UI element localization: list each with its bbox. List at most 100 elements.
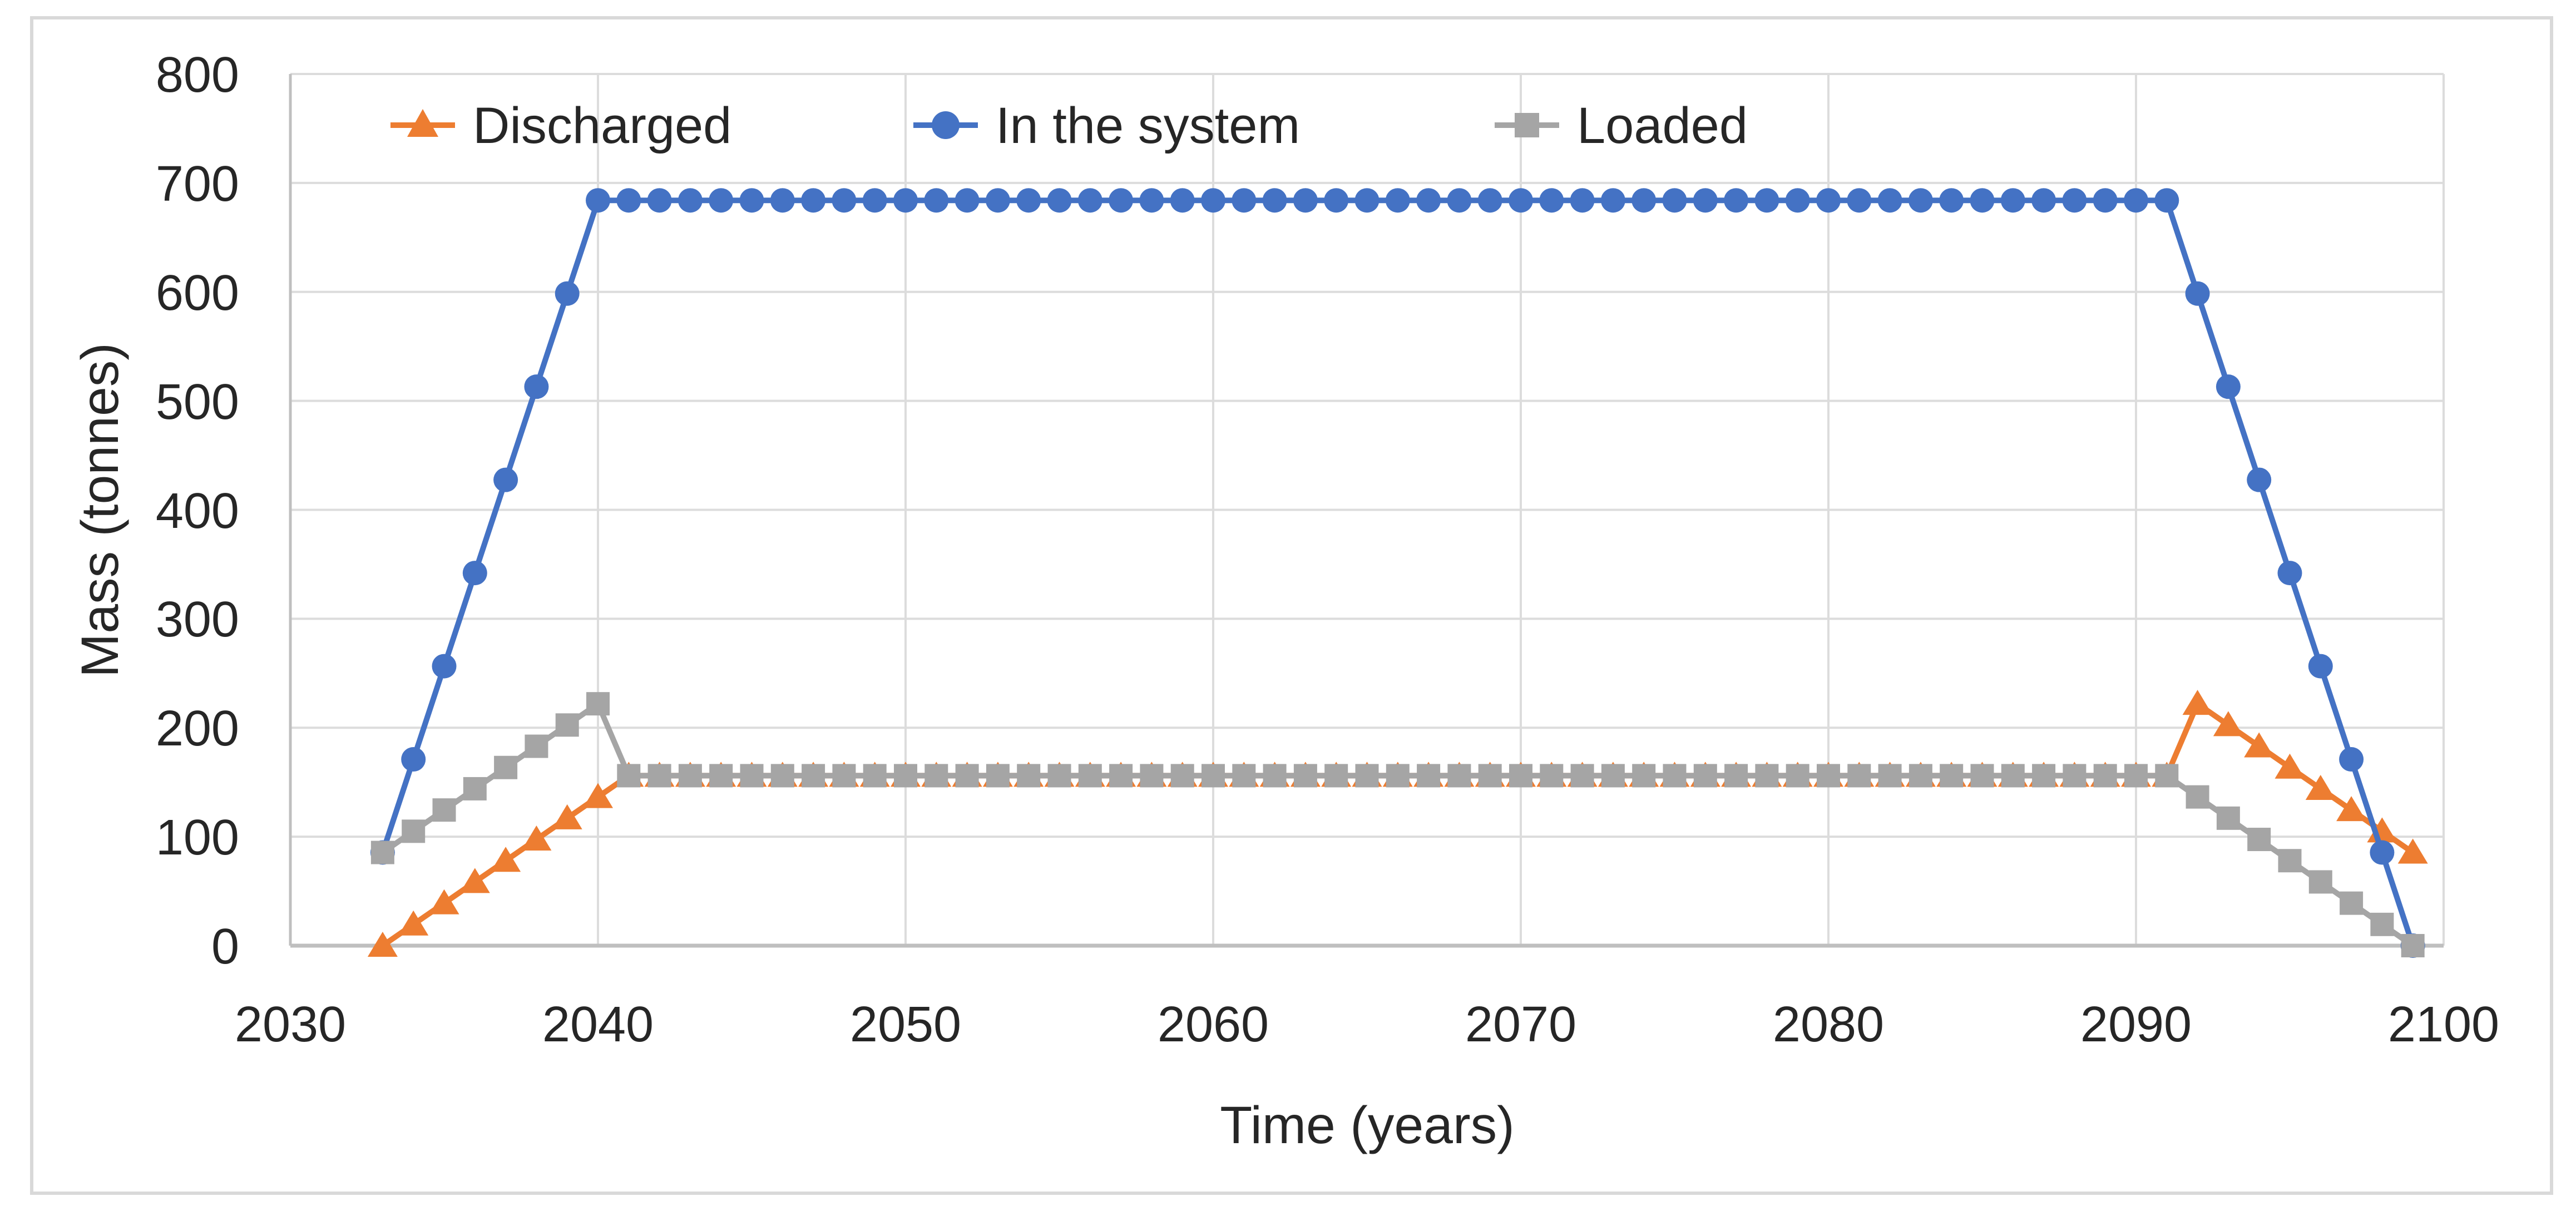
data-point-circle: [1847, 188, 1872, 213]
data-point-square: [1447, 764, 1471, 788]
data-point-circle: [1939, 188, 1964, 213]
legend-item-discharged: Discharged: [390, 97, 731, 154]
data-point-square: [2063, 764, 2086, 788]
legend-label-in-the-system: In the system: [996, 97, 1300, 154]
data-point-square: [1047, 764, 1071, 788]
data-point-square: [2340, 891, 2364, 915]
data-point-circle: [1324, 188, 1349, 213]
data-point-square: [2186, 785, 2209, 809]
y-tick: 0: [211, 919, 239, 975]
plot-series: [367, 188, 2428, 958]
data-point-circle: [2308, 654, 2333, 679]
data-point-triangle: [491, 847, 521, 872]
data-point-circle: [2062, 188, 2087, 213]
data-point-circle: [1539, 188, 1564, 213]
data-point-square: [1324, 764, 1348, 788]
data-point-square: [1632, 764, 1656, 788]
data-point-square: [1386, 764, 1410, 788]
data-point-circle: [2339, 747, 2364, 772]
data-point-square: [802, 764, 825, 788]
data-point-square: [1663, 764, 1687, 788]
data-point-square: [1878, 764, 1902, 788]
data-point-square: [1908, 764, 1932, 788]
legend-marker-square: [1515, 113, 1539, 137]
y-tick: 200: [156, 701, 239, 757]
y-tick: 300: [156, 592, 239, 647]
data-point-square: [463, 777, 487, 800]
data-point-circle: [2000, 188, 2025, 213]
y-tick: 700: [156, 156, 239, 212]
data-point-square: [1355, 764, 1379, 788]
data-point-square: [1601, 764, 1625, 788]
data-point-square: [1140, 764, 1164, 788]
data-point-square: [1263, 764, 1287, 788]
data-point-circle: [2370, 840, 2395, 865]
data-point-square: [1417, 764, 1441, 788]
data-point-square: [1724, 764, 1748, 788]
data-point-circle: [1908, 188, 1933, 213]
data-point-circle: [801, 188, 826, 213]
data-point-circle: [2277, 561, 2302, 586]
data-point-square: [770, 764, 794, 788]
data-point-circle: [955, 188, 980, 213]
series-loaded: [370, 692, 2425, 957]
data-point-square: [894, 764, 917, 788]
data-point-square: [1786, 764, 1809, 788]
data-point-square: [924, 764, 948, 788]
data-point-triangle: [552, 804, 582, 829]
data-point-circle: [770, 188, 795, 213]
data-point-square: [1202, 764, 1225, 788]
data-point-circle: [616, 188, 641, 213]
data-point-circle: [1570, 188, 1595, 213]
data-point-circle: [2185, 281, 2210, 306]
data-point-square: [1940, 764, 1964, 788]
data-point-triangle: [2244, 732, 2275, 758]
data-point-square: [678, 764, 702, 788]
data-point-circle: [1416, 188, 1441, 213]
data-point-square: [1570, 764, 1594, 788]
data-point-triangle: [2275, 753, 2305, 779]
data-point-triangle: [2182, 690, 2213, 715]
data-point-square: [647, 764, 671, 788]
data-point-circle: [493, 467, 518, 492]
data-point-square: [1847, 764, 1871, 788]
data-point-triangle: [2397, 838, 2428, 864]
data-point-circle: [1170, 188, 1195, 213]
data-point-circle: [1877, 188, 1902, 213]
data-point-square: [432, 798, 456, 822]
y-axis-title: Mass (tonnes): [71, 343, 130, 678]
data-point-square: [1755, 764, 1779, 788]
data-point-circle: [2216, 374, 2241, 399]
y-tick: 400: [156, 483, 239, 539]
data-point-circle: [1109, 188, 1134, 213]
legend-item-in-the-system: In the system: [913, 97, 1300, 154]
data-point-circle: [1139, 188, 1164, 213]
axis-lines: [289, 74, 2444, 948]
data-point-triangle: [459, 868, 490, 893]
legend-item-loaded: Loaded: [1495, 97, 1748, 154]
data-point-square: [2124, 764, 2148, 788]
data-point-circle: [2093, 188, 2118, 213]
data-point-square: [555, 713, 579, 737]
data-point-square: [863, 764, 887, 788]
data-point-square: [2216, 806, 2240, 830]
data-point-circle: [1477, 188, 1502, 213]
data-point-square: [1817, 764, 1840, 788]
data-point-circle: [647, 188, 672, 213]
data-point-circle: [2154, 188, 2179, 213]
data-point-square: [1478, 764, 1502, 788]
x-axis-title: Time (years): [1220, 1096, 1515, 1155]
data-point-circle: [586, 188, 610, 213]
data-point-triangle: [2213, 711, 2243, 737]
data-point-circle: [1262, 188, 1287, 213]
data-point-square: [740, 764, 764, 788]
data-point-square: [586, 692, 610, 716]
x-tick: 2090: [2080, 997, 2192, 1052]
data-point-square: [2247, 828, 2271, 852]
data-point-circle: [862, 188, 887, 213]
data-point-triangle: [2305, 774, 2336, 800]
data-point-square: [2032, 764, 2056, 788]
data-point-triangle: [398, 910, 429, 936]
data-point-circle: [1970, 188, 1995, 213]
data-point-square: [494, 755, 518, 779]
